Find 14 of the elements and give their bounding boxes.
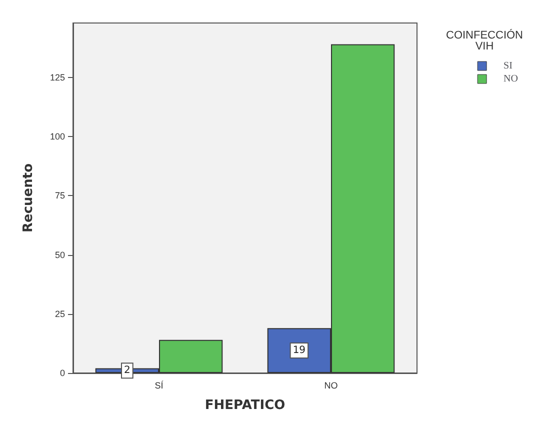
y-tick-label: 125 xyxy=(50,72,65,82)
data-label: 19 xyxy=(292,345,306,356)
y-tick-label: 50 xyxy=(54,250,65,260)
y-axis-title: Recuento xyxy=(21,163,36,233)
legend-title: COINFECCIÓN VIH xyxy=(446,28,524,52)
legend-label: NO xyxy=(504,74,518,84)
x-tick-label: SÍ xyxy=(154,380,164,390)
y-tick-label: 25 xyxy=(54,308,65,319)
y-tick-label: 0 xyxy=(60,368,65,378)
x-axis-title: FHEPATICO xyxy=(204,398,286,413)
data-label: 2 xyxy=(124,365,130,376)
y-tick-label: 100 xyxy=(50,132,65,142)
y-tick-label: 75 xyxy=(54,190,65,201)
legend-label: SI xyxy=(504,60,512,72)
